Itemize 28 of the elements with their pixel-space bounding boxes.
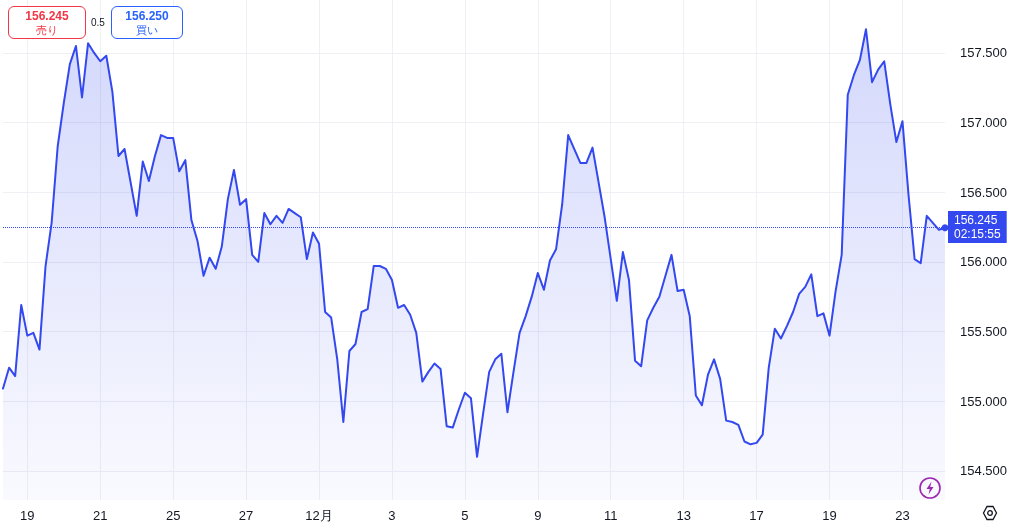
y-tick-label: 155.000: [960, 393, 1007, 409]
x-tick-label: 23: [895, 508, 910, 523]
x-tick-label: 12月: [305, 508, 333, 523]
x-tick-label: 27: [238, 508, 254, 523]
x-tick-label: 19: [822, 508, 837, 523]
ref-line-label: 156.245 02:15:55: [954, 213, 1002, 242]
y-tick-label: 157.000: [960, 115, 1007, 131]
x-tick-label: 19: [20, 508, 35, 523]
x-tick-label: 11: [603, 508, 618, 523]
y-tick-label: 157.500: [960, 45, 1007, 61]
sell-button: 156.245 売り: [8, 6, 86, 39]
y-tick-label: 156.000: [960, 254, 1007, 270]
x-tick-label: 21: [93, 508, 108, 523]
annotation: 買い: [135, 24, 159, 37]
y-tick-label: 155.500: [960, 323, 1007, 339]
x-tick-label: 25: [165, 508, 181, 523]
x-tick-label: 13: [676, 508, 691, 523]
annotation: 0.5: [91, 17, 105, 28]
annotation: 156.245: [24, 9, 70, 24]
buy-button: 156.250 買い: [111, 6, 183, 39]
annotation: 売り: [35, 24, 59, 37]
y-tick-label: 154.500: [960, 463, 1007, 479]
annotation: 156.250: [124, 9, 170, 24]
y-tick-label: 156.500: [960, 184, 1007, 200]
x-tick-label: 5: [461, 508, 469, 523]
x-tick-label: 3: [388, 508, 396, 523]
x-tick-label: 17: [749, 508, 764, 523]
x-tick-label: 9: [534, 508, 542, 523]
